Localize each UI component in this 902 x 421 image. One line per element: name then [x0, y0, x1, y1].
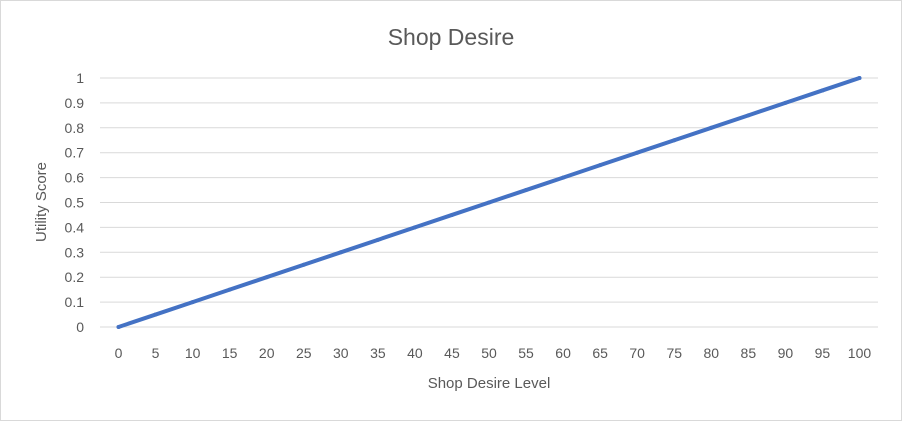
- x-tick-label: 20: [259, 345, 275, 361]
- y-tick-label: 0.4: [65, 219, 85, 235]
- data-point: [783, 100, 788, 105]
- data-point: [190, 300, 195, 305]
- data-point: [338, 250, 343, 255]
- x-tick-label: 80: [703, 345, 719, 361]
- x-tick-label: 90: [778, 345, 794, 361]
- y-axis-ticks: 0 0.1 0.2 0.3 0.4 0.5 0.6 0.7 0.8 0.9 1: [65, 70, 85, 335]
- data-point: [857, 76, 862, 80]
- data-point: [301, 262, 306, 267]
- data-point: [449, 212, 454, 217]
- data-point: [264, 275, 269, 280]
- y-axis-label: Utility Score: [33, 162, 50, 242]
- x-tick-label: 10: [185, 345, 201, 361]
- x-tick-label: 25: [296, 345, 312, 361]
- x-tick-label: 70: [629, 345, 645, 361]
- x-tick-label: 85: [741, 345, 757, 361]
- data-point: [820, 88, 825, 93]
- data-point: [598, 163, 603, 168]
- y-tick-label: 0.1: [65, 294, 85, 310]
- data-point: [635, 150, 640, 155]
- y-tick-label: 0.3: [65, 244, 85, 260]
- x-tick-label: 15: [222, 345, 238, 361]
- x-tick-label: 55: [518, 345, 534, 361]
- y-tick-label: 0.8: [65, 120, 85, 136]
- y-tick-label: 0: [76, 319, 84, 335]
- x-tick-label: 50: [481, 345, 497, 361]
- data-point: [227, 287, 232, 292]
- data-point: [153, 312, 158, 317]
- y-tick-label: 0.6: [65, 170, 85, 186]
- data-point: [709, 125, 714, 130]
- data-point: [487, 200, 491, 205]
- y-tick-label: 1: [76, 70, 84, 86]
- x-tick-label: 45: [444, 345, 460, 361]
- x-tick-label: 40: [407, 345, 423, 361]
- y-tick-label: 0.5: [65, 195, 85, 211]
- gridlines: [100, 77, 878, 328]
- x-tick-label: 30: [333, 345, 349, 361]
- x-tick-label: 75: [666, 345, 682, 361]
- data-point: [375, 237, 380, 242]
- data-point: [524, 188, 529, 193]
- y-tick-label: 0.2: [65, 269, 85, 285]
- y-tick-label: 0.9: [65, 95, 85, 111]
- x-tick-label: 5: [152, 345, 160, 361]
- x-tick-label: 100: [848, 345, 872, 361]
- x-tick-label: 60: [555, 345, 571, 361]
- x-axis-label: Shop Desire Level: [428, 375, 551, 392]
- series-layer: [116, 76, 862, 329]
- data-point: [116, 325, 121, 329]
- data-point: [746, 113, 751, 118]
- x-tick-label: 35: [370, 345, 386, 361]
- y-tick-label: 0.7: [65, 145, 85, 161]
- data-point: [672, 138, 677, 143]
- x-tick-label: 65: [592, 345, 608, 361]
- x-tick-label: 95: [815, 345, 831, 361]
- x-tick-label: 0: [115, 345, 123, 361]
- data-point: [412, 225, 417, 230]
- data-point: [561, 175, 566, 180]
- x-axis-ticks: 0 5 10 15 20 25 30 35 40 45 50 55 60 65 70 75 80 85 90 95 10…: [115, 345, 872, 361]
- chart-title: Shop Desire: [388, 24, 515, 50]
